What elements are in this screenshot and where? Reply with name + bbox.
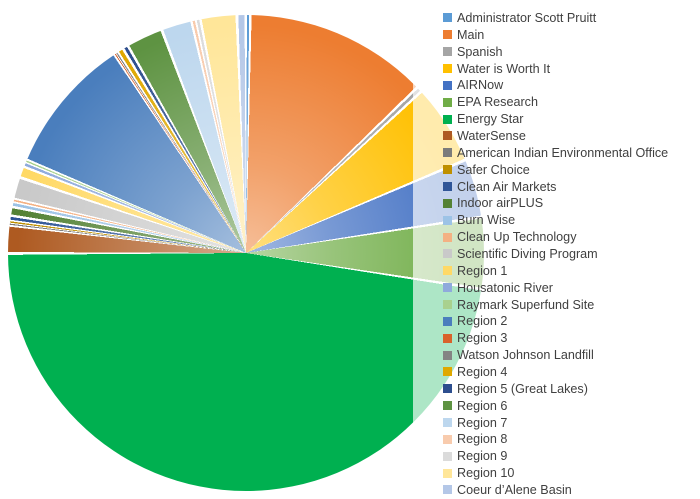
legend-item: Spanish bbox=[443, 43, 700, 60]
legend-swatch bbox=[443, 198, 452, 208]
legend-label: Region 7 bbox=[457, 415, 508, 430]
legend-swatch bbox=[443, 30, 452, 40]
legend-swatch bbox=[443, 367, 452, 377]
legend-label: Burn Wise bbox=[457, 213, 516, 228]
legend-swatch bbox=[443, 266, 452, 276]
legend-item: Region 8 bbox=[443, 431, 700, 448]
legend-label: Energy Star bbox=[457, 112, 524, 127]
legend-item: Energy Star bbox=[443, 111, 700, 128]
legend-item: Region 6 bbox=[443, 397, 700, 414]
legend-swatch bbox=[443, 401, 452, 411]
legend-swatch bbox=[443, 451, 452, 461]
legend-swatch bbox=[443, 131, 452, 141]
legend-item: Region 9 bbox=[443, 448, 700, 465]
legend-item: American Indian Environmental Office bbox=[443, 144, 700, 161]
legend-label: Clean Air Markets bbox=[457, 179, 557, 194]
legend-item: Water is Worth It bbox=[443, 60, 700, 77]
legend-swatch bbox=[443, 13, 452, 23]
legend-swatch bbox=[443, 47, 452, 57]
legend-swatch bbox=[443, 316, 452, 326]
legend-swatch bbox=[443, 114, 452, 124]
pie-chart bbox=[8, 15, 484, 491]
legend-label: Region 4 bbox=[457, 364, 508, 379]
legend-item: WaterSense bbox=[443, 128, 700, 145]
legend-item: Coeur d’Alene Basin bbox=[443, 482, 700, 499]
legend-label: AIRNow bbox=[457, 78, 504, 93]
legend-item: Region 7 bbox=[443, 414, 700, 431]
legend-label: American Indian Environmental Office bbox=[457, 145, 669, 160]
legend-label: Region 9 bbox=[457, 449, 508, 464]
legend-swatch bbox=[443, 249, 452, 259]
legend-label: Region 8 bbox=[457, 432, 508, 447]
legend-item: AIRNow bbox=[443, 77, 700, 94]
legend-swatch bbox=[443, 485, 452, 495]
legend-label: Housatonic River bbox=[457, 280, 553, 295]
chart-legend: Administrator Scott Pruitt Main Spanish Wat… bbox=[413, 0, 700, 499]
legend-item: Watson Johnson Landfill bbox=[443, 347, 700, 364]
legend-label: Coeur d’Alene Basin bbox=[457, 482, 572, 497]
legend-swatch bbox=[443, 97, 452, 107]
legend-item: Region 3 bbox=[443, 330, 700, 347]
legend-item: Region 10 bbox=[443, 465, 700, 482]
legend-swatch bbox=[443, 182, 452, 192]
legend-item: Burn Wise bbox=[443, 212, 700, 229]
legend-label: WaterSense bbox=[457, 128, 526, 143]
legend-swatch bbox=[443, 64, 452, 73]
legend-label: Water is Worth It bbox=[457, 61, 551, 76]
legend-label: Scientific Diving Program bbox=[457, 246, 598, 261]
legend-swatch bbox=[443, 384, 452, 394]
legend-item: Administrator Scott Pruitt bbox=[443, 10, 700, 27]
legend-label: Spanish bbox=[457, 44, 503, 59]
legend-label: Region 3 bbox=[457, 331, 508, 346]
legend-item: Region 4 bbox=[443, 364, 700, 381]
legend-swatch bbox=[443, 333, 452, 343]
legend-label: Region 10 bbox=[457, 466, 515, 481]
legend-label: Region 1 bbox=[457, 263, 508, 278]
legend-swatch bbox=[443, 148, 452, 158]
legend-swatch bbox=[443, 165, 452, 175]
legend-item: Region 2 bbox=[443, 313, 700, 330]
legend-swatch bbox=[443, 215, 452, 225]
legend-item: Safer Choice bbox=[443, 161, 700, 178]
legend-swatch bbox=[443, 300, 452, 310]
legend-label: Clean Up Technology bbox=[457, 230, 577, 245]
legend-item: Main bbox=[443, 26, 700, 43]
legend-swatch bbox=[443, 232, 452, 242]
legend-swatch bbox=[443, 418, 452, 428]
legend-label: Region 5 (Great Lakes) bbox=[457, 381, 588, 396]
legend-item: Clean Air Markets bbox=[443, 178, 700, 195]
legend-item: Scientific Diving Program bbox=[443, 246, 700, 263]
legend-swatch bbox=[443, 350, 452, 360]
legend-swatch bbox=[443, 434, 452, 444]
legend-label: Raymark Superfund Site bbox=[457, 297, 595, 312]
legend-label: Main bbox=[457, 27, 485, 42]
legend-item: Raymark Superfund Site bbox=[443, 296, 700, 313]
legend-item: Clean Up Technology bbox=[443, 229, 700, 246]
legend-swatch bbox=[443, 468, 452, 478]
legend-label: Safer Choice bbox=[457, 162, 530, 177]
legend-label: Region 2 bbox=[457, 314, 508, 329]
legend-label: Administrator Scott Pruitt bbox=[457, 10, 597, 25]
legend-label: Indoor airPLUS bbox=[457, 196, 544, 211]
legend-swatch bbox=[443, 80, 452, 90]
legend-label: Watson Johnson Landfill bbox=[457, 348, 594, 363]
legend-item: Region 5 (Great Lakes) bbox=[443, 380, 700, 397]
legend-label: Region 6 bbox=[457, 398, 508, 413]
legend-swatch bbox=[443, 283, 452, 293]
legend-item: Housatonic River bbox=[443, 279, 700, 296]
legend-label: EPA Research bbox=[457, 95, 538, 110]
legend-item: Indoor airPLUS bbox=[443, 195, 700, 212]
legend-item: Region 1 bbox=[443, 262, 700, 279]
legend-item: EPA Research bbox=[443, 94, 700, 111]
